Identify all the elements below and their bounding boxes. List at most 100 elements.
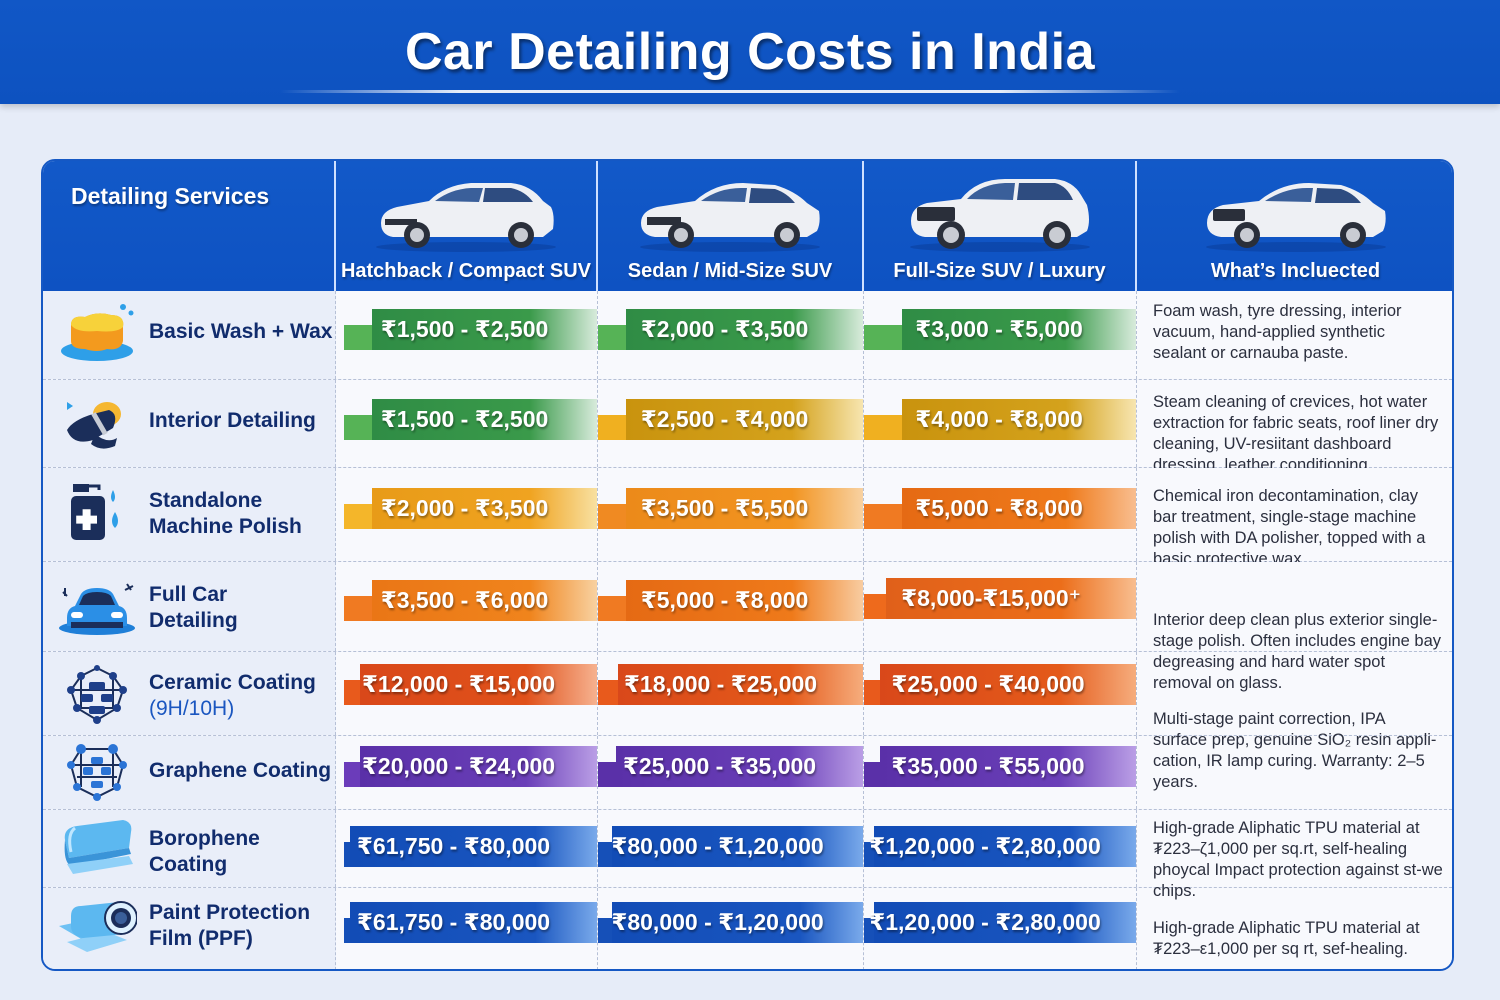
price-cell-hatchback: ₹2,000 - ₹3,500: [336, 468, 598, 561]
price-range: ₹5,000 - ₹8,000: [626, 580, 863, 621]
film-sheet-icon: [64, 820, 133, 874]
price-cell-hatchback: ₹61,750 - ₹80,000: [336, 888, 598, 969]
price-range: ₹1,20,000 - ₹2,80,000: [869, 826, 1136, 867]
page-title: Car Detailing Costs in India: [404, 23, 1096, 81]
service-name-line2: Detailing: [149, 609, 238, 632]
car-wash-icon: [59, 583, 135, 635]
price-cell-sedan: ₹18,000 - ₹25,000: [598, 652, 864, 735]
table-row: Paint Protection Film (PPF) ₹61,750 - ₹8…: [43, 888, 1452, 969]
table-row: Borophene Coating ₹61,750 - ₹80,000 ₹80,…: [43, 810, 1452, 888]
service-name: Full Car Detailing: [149, 582, 238, 634]
service-name: Basic Wash + Wax: [149, 320, 333, 343]
luxury-sedan-icon: [1205, 183, 1386, 252]
service-name: Ceramic Coating (9H/10H): [149, 670, 316, 722]
price-tag: ₹3,500 - ₹6,000: [344, 580, 597, 621]
price-tag: ₹2,000 - ₹3,500: [344, 488, 597, 529]
price-cell-sedan: ₹2,500 - ₹4,000: [598, 380, 864, 467]
price-range: ₹2,500 - ₹4,000: [626, 399, 863, 440]
service-name-line2: Coating: [149, 853, 228, 876]
description-cell: [1137, 810, 1452, 887]
table-header: Detailing Services Hatchback / Compact S…: [43, 161, 1452, 291]
price-cell-hatchback: ₹61,750 - ₹80,000: [336, 810, 598, 887]
service-description-overlay: High-grade Aliphatic TPU material at ₮22…: [1153, 819, 1443, 900]
service-name-line2: (9H/10H): [149, 697, 235, 720]
service-name-line2: Film (PPF): [149, 927, 253, 950]
service-name: Borophene Coating: [149, 826, 260, 878]
description-cell: [1137, 652, 1452, 735]
service-cell: Paint Protection Film (PPF): [43, 888, 336, 969]
sponge-icon: [61, 304, 134, 361]
service-description: Steam cleaning of crevices, hot water ex…: [1153, 393, 1439, 474]
price-range: ₹3,000 - ₹5,000: [902, 309, 1136, 350]
price-cell-hatchback: ₹1,500 - ₹2,500: [336, 291, 598, 379]
pricing-table: Detailing Services Hatchback / Compact S…: [41, 159, 1454, 971]
vacuum-nozzle-icon: [67, 402, 121, 449]
price-cell-suv: ₹35,000 - ₹55,000: [864, 736, 1137, 809]
price-tag: ₹3,500 - ₹5,500: [598, 488, 863, 529]
column-header-label: Hatchback / Compact SUV: [340, 260, 592, 282]
price-range: ₹18,000 - ₹25,000: [618, 664, 863, 705]
service-cell: Borophene Coating: [43, 810, 336, 887]
price-cell-hatchback: ₹3,500 - ₹6,000: [336, 562, 598, 651]
price-range: ₹1,500 - ₹2,500: [372, 309, 597, 350]
description-cell: Interior deep clean plus exterior single…: [1137, 562, 1452, 651]
service-name-line1: Borophene: [149, 827, 260, 850]
molecule-icon: [67, 665, 127, 724]
price-cell-suv: ₹5,000 - ₹8,000: [864, 468, 1137, 561]
price-range: ₹1,20,000 - ₹2,80,000: [869, 902, 1136, 943]
service-description: High-grade Aliphatic TPU material at ₮22…: [1153, 919, 1420, 958]
price-range: ₹12,000 - ₹15,000: [360, 664, 597, 705]
price-cell-sedan: ₹80,000 - ₹1,20,000: [598, 810, 864, 887]
column-header-label: Detailing Services: [71, 183, 270, 209]
price-cell-suv: ₹1,20,000 - ₹2,80,000: [864, 888, 1137, 969]
table-row: Ceramic Coating (9H/10H) ₹12,000 - ₹15,0…: [43, 652, 1452, 736]
column-header-label: Full-Size SUV / Luxury: [893, 260, 1106, 282]
price-cell-sedan: ₹3,500 - ₹5,500: [598, 468, 864, 561]
price-range: ₹3,500 - ₹5,500: [626, 488, 863, 529]
column-header-services: Detailing Services: [43, 161, 336, 291]
service-cell: Full Car Detailing: [43, 562, 336, 651]
table-row: Interior Detailing ₹1,500 - ₹2,500 ₹2,50…: [43, 380, 1452, 474]
price-tag: ₹4,000 - ₹8,000: [864, 399, 1136, 440]
price-tag: ₹12,000 - ₹15,000: [344, 664, 597, 705]
price-tag: ₹20,000 - ₹24,000: [344, 746, 597, 787]
service-description-overlay: Interior deep clean plus exterior single…: [1153, 611, 1442, 692]
price-range: ₹61,750 - ₹80,000: [350, 826, 597, 867]
column-header-label: What’s Incluected: [1210, 260, 1381, 282]
price-tag: ₹3,000 - ₹5,000: [864, 309, 1136, 350]
service-cell: Graphene Coating: [43, 736, 336, 809]
service-cell: Interior Detailing: [43, 380, 336, 467]
price-range: ₹35,000 - ₹55,000: [880, 746, 1136, 787]
price-tag: ₹18,000 - ₹25,000: [598, 664, 863, 705]
price-cell-sedan: ₹2,000 - ₹3,500: [598, 291, 864, 379]
price-range: ₹20,000 - ₹24,000: [360, 746, 597, 787]
description-cell: High-grade Aliphatic TPU material at ₮22…: [1137, 888, 1452, 969]
column-header-hatchback: Hatchback / Compact SUV: [336, 161, 598, 291]
table-row: Basic Wash + Wax ₹1,500 - ₹2,500 ₹2,000 …: [43, 291, 1452, 380]
price-tag: ₹1,500 - ₹2,500: [344, 399, 597, 440]
service-cell: Standalone Machine Polish: [43, 468, 336, 561]
graphene-lattice-icon: [67, 744, 127, 801]
price-tag: ₹25,000 - ₹35,000: [598, 746, 863, 787]
table-row: Full Car Detailing ₹3,500 - ₹6,000 ₹5,00…: [43, 562, 1452, 652]
description-cell: Foam wash, tyre dressing, interior vacuu…: [1137, 291, 1452, 379]
price-tag: ₹1,20,000 - ₹2,80,000: [864, 826, 1136, 867]
price-cell-suv: ₹8,000-₹15,000⁺: [864, 562, 1137, 651]
price-cell-suv: ₹1,20,000 - ₹2,80,000: [864, 810, 1137, 887]
price-range: ₹2,000 - ₹3,500: [626, 309, 863, 350]
price-range: ₹25,000 - ₹35,000: [616, 746, 863, 787]
service-cell: Ceramic Coating (9H/10H): [43, 652, 336, 735]
service-description: Chemical iron decontamination, clay bar …: [1153, 487, 1426, 568]
service-name: Graphene Coating: [149, 759, 332, 782]
column-header-included: What’s Incluected: [1137, 161, 1452, 291]
price-range: ₹1,500 - ₹2,500: [372, 399, 597, 440]
description-cell: Chemical iron decontamination, clay bar …: [1137, 468, 1452, 568]
service-name-line1: Standalone: [149, 489, 263, 512]
table-row: Graphene Coating ₹20,000 - ₹24,000 ₹25,0…: [43, 736, 1452, 810]
service-name-line1: Full Car: [149, 583, 228, 606]
price-range: ₹61,750 - ₹80,000: [350, 902, 597, 943]
price-tag: ₹2,000 - ₹3,500: [598, 309, 863, 350]
price-tag: ₹1,500 - ₹2,500: [344, 309, 597, 350]
service-cell: Basic Wash + Wax: [43, 291, 336, 379]
price-cell-hatchback: ₹20,000 - ₹24,000: [336, 736, 598, 809]
